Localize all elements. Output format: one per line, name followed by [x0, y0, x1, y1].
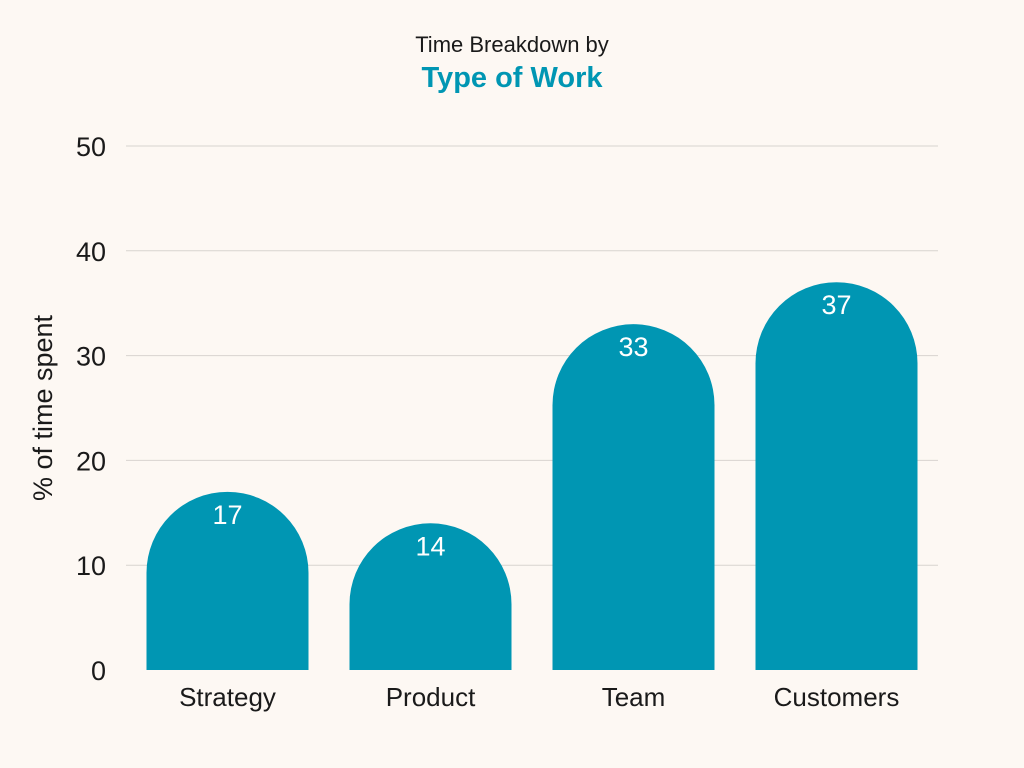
x-axis-ticks: Strategy Product Team Customers — [179, 682, 899, 712]
y-tick-label: 20 — [76, 446, 106, 476]
data-label: 17 — [212, 500, 242, 530]
bars — [146, 282, 918, 670]
x-tick-label: Customers — [774, 682, 900, 712]
chart-title-block: Time Breakdown by Type of Work — [0, 30, 1024, 96]
data-label: 33 — [618, 332, 648, 362]
bar-customers — [755, 282, 918, 670]
data-label: 37 — [821, 290, 851, 320]
bar-team — [552, 324, 715, 670]
y-tick-label: 0 — [91, 656, 106, 686]
bar-strategy — [146, 491, 309, 670]
x-tick-label: Strategy — [179, 682, 276, 712]
y-tick-label: 30 — [76, 342, 106, 372]
y-tick-label: 10 — [76, 551, 106, 581]
y-axis-ticks: 0 10 20 30 40 50 — [76, 132, 106, 686]
bar-product — [349, 523, 512, 670]
data-label: 14 — [415, 531, 445, 561]
y-axis-label: % of time spent — [28, 314, 58, 501]
x-tick-label: Team — [602, 682, 666, 712]
y-tick-label: 40 — [76, 237, 106, 267]
y-tick-label: 50 — [76, 132, 106, 162]
chart-subtitle: Time Breakdown by — [415, 32, 609, 57]
chart-title: Type of Work — [421, 62, 603, 94]
data-labels: 17 14 33 37 — [212, 290, 851, 561]
x-tick-label: Product — [386, 682, 476, 712]
